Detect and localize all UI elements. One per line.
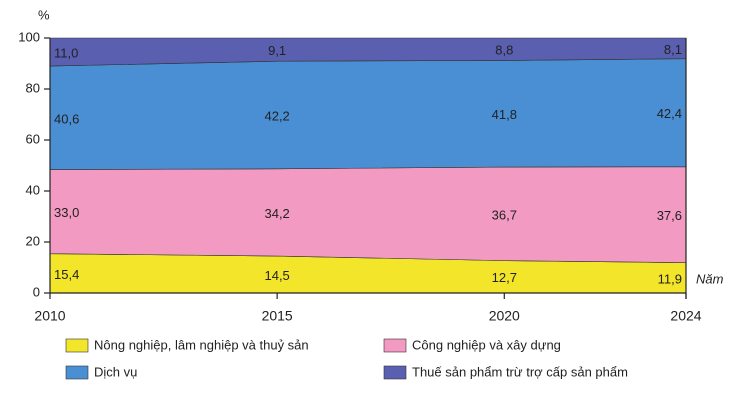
- value-label: 14,5: [264, 268, 289, 283]
- value-label: 36,7: [492, 207, 517, 222]
- value-label: 8,1: [664, 42, 682, 57]
- y-tick-label: 0: [33, 284, 40, 299]
- value-label: 42,2: [264, 108, 289, 123]
- value-label: 41,8: [492, 107, 517, 122]
- y-tick-label: 40: [26, 182, 40, 197]
- x-tick-label: 2015: [262, 308, 293, 324]
- legend-swatch: [65, 338, 89, 353]
- legend-label: Nông nghiệp, lâm nghiệp và thuỷ sản: [94, 337, 309, 352]
- area: [49, 166, 687, 263]
- x-tick-label: 2010: [34, 308, 65, 324]
- y-axis-label: %: [38, 7, 50, 22]
- y-tick-label: 60: [26, 131, 40, 146]
- y-tick-label: 100: [18, 29, 40, 44]
- value-label: 12,7: [492, 270, 517, 285]
- y-tick-label: 20: [26, 233, 40, 248]
- value-label: 37,6: [657, 208, 682, 223]
- legend-label: Thuế sản phẩm trừ trợ cấp sản phẩm: [412, 364, 628, 379]
- value-label: 9,1: [268, 43, 286, 58]
- value-label: 11,0: [54, 45, 78, 60]
- value-label: 34,2: [264, 206, 289, 221]
- legend-swatch: [383, 338, 407, 353]
- x-tick-label: 2024: [670, 308, 701, 324]
- x-tick-label: 2020: [489, 308, 520, 324]
- legend-label: Dịch vụ: [94, 364, 137, 379]
- value-label: 8,8: [495, 43, 513, 58]
- value-label: 42,4: [657, 106, 682, 121]
- y-tick-label: 80: [26, 80, 40, 95]
- legend-swatch: [383, 365, 407, 380]
- legend-label: Công nghiệp và xây dựng: [412, 337, 561, 352]
- value-label: 15,4: [54, 267, 79, 282]
- value-label: 40,6: [54, 111, 79, 126]
- legend-swatch: [65, 365, 89, 380]
- x-axis-label: Năm: [696, 271, 724, 286]
- value-label: 33,0: [54, 205, 79, 220]
- area: [49, 58, 687, 170]
- value-label: 11,9: [658, 271, 682, 286]
